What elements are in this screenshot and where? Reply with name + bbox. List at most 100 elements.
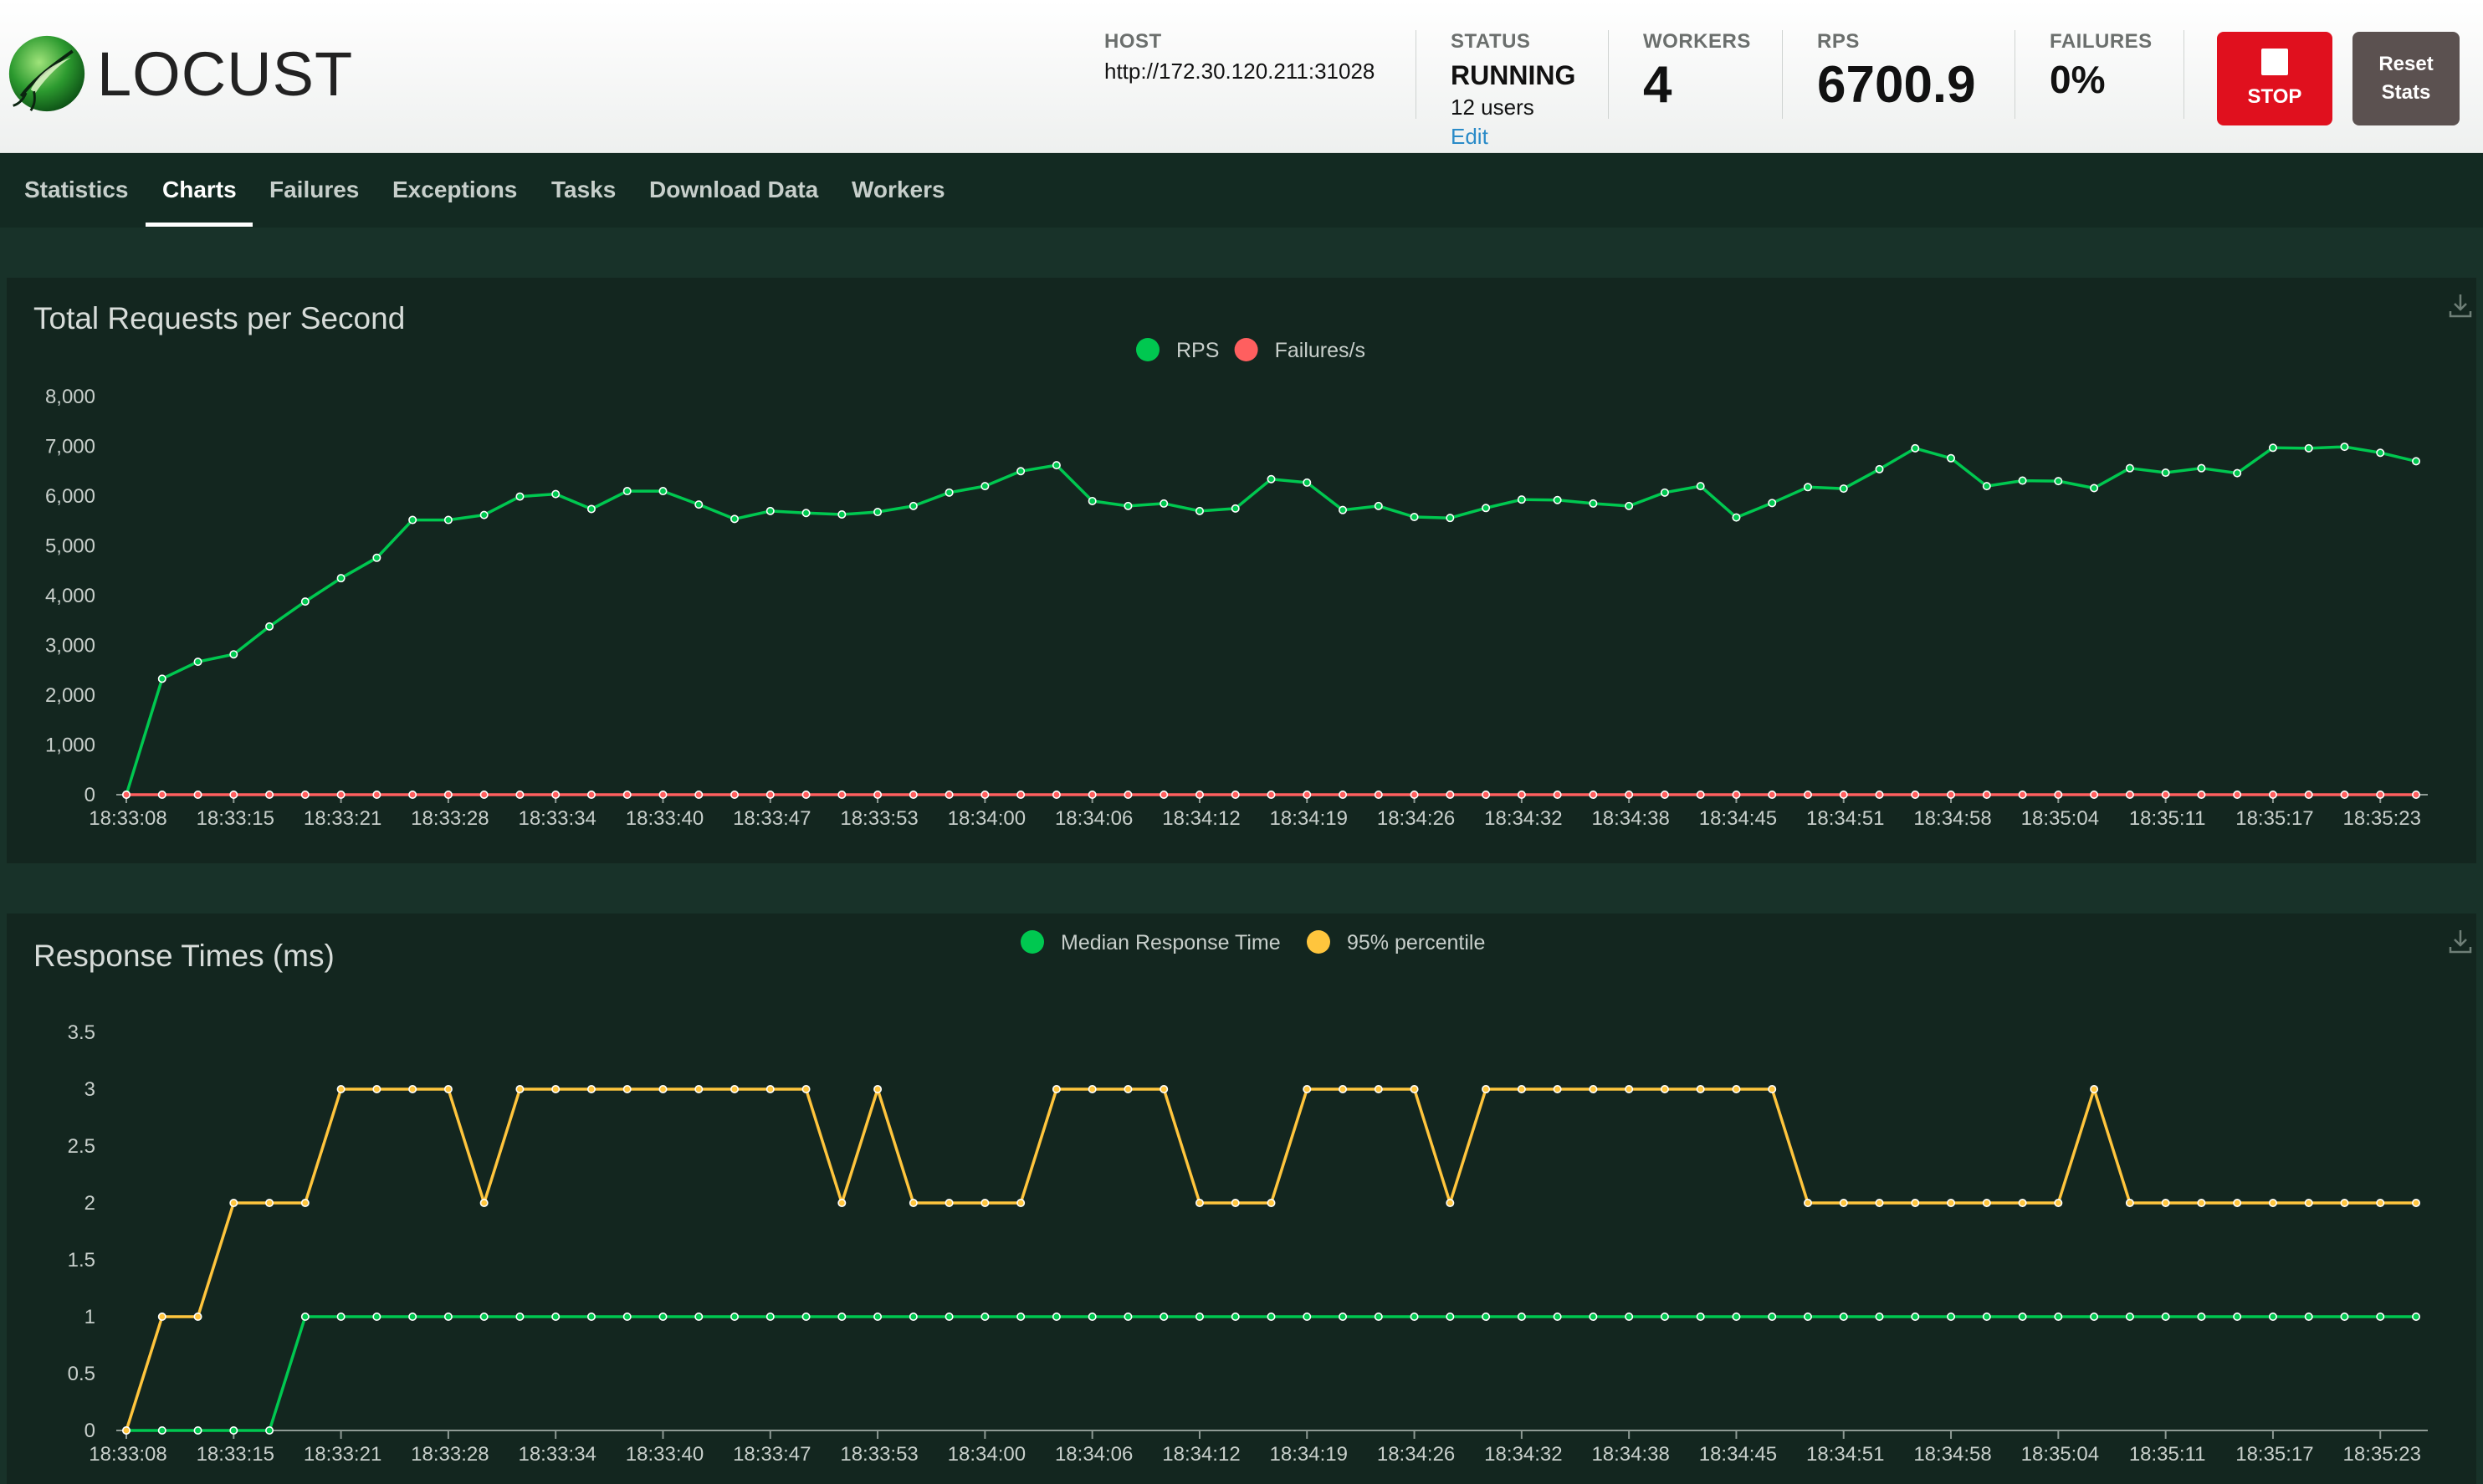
data-point	[1875, 790, 1884, 799]
data-point	[694, 1312, 704, 1321]
data-point	[909, 501, 918, 510]
stop-label: STOP	[2247, 85, 2302, 108]
data-point	[1088, 496, 1097, 505]
legend-label[interactable]: 95% percentile	[1347, 931, 1485, 954]
data-point	[1732, 790, 1741, 799]
data-point	[2412, 1312, 2421, 1321]
data-point	[1625, 1085, 1634, 1094]
legend-label[interactable]: Failures/s	[1275, 339, 1365, 362]
legend-marker[interactable]	[1136, 338, 1160, 361]
y-tick-label: 1	[84, 1306, 95, 1328]
response-times-chart-title: Response Times (ms)	[33, 939, 335, 973]
reset-stats-button[interactable]: Reset Stats	[2352, 32, 2460, 125]
x-tick-label: 18:34:26	[1377, 807, 1455, 830]
x-tick-label: 18:35:11	[2129, 1443, 2206, 1466]
legend-marker[interactable]	[1021, 930, 1044, 954]
x-tick-label: 18:33:53	[840, 1443, 918, 1466]
data-point	[1696, 790, 1705, 799]
data-point	[1231, 1198, 1240, 1207]
data-point	[658, 487, 668, 496]
data-point	[1231, 504, 1240, 513]
tab-tasks[interactable]: Tasks	[551, 177, 617, 202]
stop-icon	[2261, 49, 2288, 75]
legend-label[interactable]: Median Response Time	[1061, 931, 1281, 954]
series-line-0	[126, 1315, 2416, 1432]
data-point	[765, 790, 775, 799]
data-point	[443, 790, 453, 799]
data-point	[1696, 1312, 1705, 1321]
x-tick-label: 18:33:34	[518, 1443, 596, 1466]
data-point	[372, 1312, 381, 1321]
x-tick-label: 18:33:28	[411, 1443, 489, 1466]
y-tick-label: 0	[84, 784, 95, 806]
data-point	[1803, 790, 1812, 799]
data-point	[1517, 790, 1526, 799]
edit-users-link[interactable]: Edit	[1451, 124, 1488, 149]
x-tick-label: 18:34:26	[1377, 1443, 1455, 1466]
legend-label[interactable]: RPS	[1176, 339, 1219, 362]
data-point	[1231, 790, 1240, 799]
data-point	[1947, 1198, 1956, 1207]
data-point	[1339, 505, 1348, 514]
tab-charts[interactable]: Charts	[162, 177, 237, 202]
locust-logo[interactable]: LOCUST	[7, 32, 353, 115]
x-tick-label: 18:33:40	[626, 1443, 704, 1466]
tab-exceptions[interactable]: Exceptions	[392, 177, 518, 202]
stop-button[interactable]: STOP	[2217, 32, 2332, 125]
data-point	[2340, 790, 2349, 799]
download-icon[interactable]	[2448, 927, 2473, 955]
tab-workers[interactable]: Workers	[852, 177, 945, 202]
x-tick-label: 18:35:04	[2021, 1443, 2099, 1466]
data-point	[1553, 1312, 1562, 1321]
data-point	[586, 504, 596, 514]
data-point	[551, 790, 561, 799]
data-point	[551, 1312, 561, 1321]
data-point	[1160, 790, 1169, 799]
data-point	[1303, 790, 1312, 799]
data-point	[2197, 1198, 2206, 1207]
data-point	[265, 622, 274, 631]
y-tick-label: 3	[84, 1078, 95, 1101]
data-point	[2233, 468, 2242, 478]
x-tick-label: 18:34:32	[1484, 1443, 1562, 1466]
data-point	[1231, 1312, 1240, 1321]
data-point	[730, 514, 740, 524]
data-point	[1553, 495, 1562, 504]
tab-download-data[interactable]: Download Data	[649, 177, 819, 202]
data-point	[2376, 790, 2385, 799]
data-point	[2340, 1312, 2349, 1321]
x-tick-label: 18:35:11	[2129, 807, 2206, 830]
data-point	[622, 1085, 632, 1094]
data-point	[479, 1312, 489, 1321]
data-point	[443, 1085, 453, 1094]
data-point	[2376, 448, 2385, 458]
data-point	[1911, 790, 1920, 799]
data-point	[193, 658, 202, 667]
download-icon[interactable]	[2448, 291, 2473, 320]
data-point	[2197, 790, 2206, 799]
active-tab-indicator	[146, 223, 253, 227]
data-point	[193, 1425, 202, 1435]
data-point	[443, 1312, 453, 1321]
data-point	[372, 790, 381, 799]
data-point	[586, 1085, 596, 1094]
data-point	[122, 790, 131, 799]
data-point	[1446, 1312, 1455, 1321]
failures-label: FAILURES	[2050, 30, 2153, 53]
x-tick-label: 18:34:06	[1055, 1443, 1133, 1466]
rps-value: 6700.9	[1817, 56, 1976, 114]
data-point	[1016, 790, 1026, 799]
data-point	[1732, 1085, 1741, 1094]
data-point	[586, 1312, 596, 1321]
data-point	[1517, 1312, 1526, 1321]
legend-marker[interactable]	[1307, 930, 1330, 954]
data-point	[122, 1425, 131, 1435]
legend-marker[interactable]	[1234, 338, 1258, 361]
data-point	[1947, 453, 1956, 463]
status-stat: STATUS RUNNING 12 users Edit	[1451, 30, 1575, 150]
data-point	[980, 482, 990, 491]
tab-statistics[interactable]: Statistics	[24, 177, 129, 202]
tab-failures[interactable]: Failures	[269, 177, 360, 202]
data-point	[479, 1198, 489, 1207]
data-point	[300, 1312, 310, 1321]
